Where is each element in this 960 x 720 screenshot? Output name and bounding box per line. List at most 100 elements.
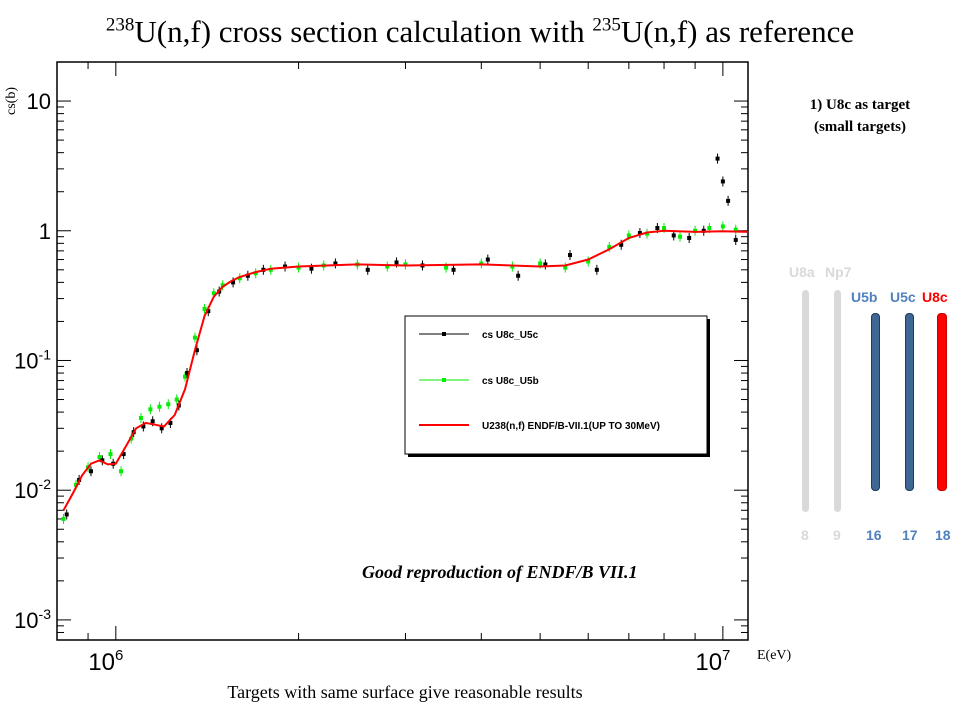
- y-tick-label: 10: [27, 89, 51, 114]
- data-point: [607, 244, 612, 249]
- legend-label: cs U8c_U5b: [482, 376, 539, 387]
- data-point: [166, 402, 171, 407]
- y-tick-label: 10-1: [14, 346, 51, 373]
- data-point: [283, 264, 288, 269]
- data-point: [645, 231, 650, 236]
- data-point: [720, 224, 725, 229]
- target-label-u8c: U8c: [922, 289, 948, 305]
- data-point: [543, 262, 548, 267]
- data-point: [726, 198, 731, 203]
- data-point: [619, 242, 624, 247]
- data-point: [138, 416, 143, 421]
- data-point: [150, 419, 155, 424]
- target-bar-np7: [834, 290, 841, 512]
- y-axis-label: cs(b): [4, 87, 19, 115]
- data-point: [720, 179, 725, 184]
- data-point: [444, 265, 449, 270]
- data-point: [707, 226, 712, 231]
- data-point: [119, 469, 124, 474]
- data-point: [74, 482, 79, 487]
- target-label-u5c: U5c: [890, 289, 916, 305]
- data-point: [206, 309, 211, 314]
- data-point: [157, 404, 162, 409]
- data-point: [108, 452, 113, 457]
- data-point: [586, 259, 591, 264]
- data-point: [693, 228, 698, 233]
- target-number-17: 17: [902, 527, 918, 543]
- data-point: [687, 235, 692, 240]
- data-point: [296, 265, 301, 270]
- data-point: [148, 407, 153, 412]
- data-point: [245, 273, 250, 278]
- data-point: [733, 227, 738, 232]
- data-point: [678, 234, 683, 239]
- data-point: [637, 231, 642, 236]
- plot-frame: [56, 61, 749, 641]
- data-point: [211, 291, 216, 296]
- data-point: [403, 262, 408, 267]
- data-point: [194, 348, 199, 353]
- data-point: [231, 280, 236, 285]
- data-point: [185, 371, 190, 376]
- target-label-u5b: U5b: [851, 289, 878, 305]
- data-point: [394, 260, 399, 265]
- data-point: [516, 273, 521, 278]
- target-number-18: 18: [935, 527, 951, 543]
- side-title-line2: (small targets): [813, 119, 907, 135]
- target-label-u8a: U8a: [789, 264, 815, 280]
- data-point: [451, 267, 456, 272]
- data-point: [141, 424, 146, 429]
- y-tick-label: 10-2: [14, 476, 51, 503]
- x-axis-label: E(eV): [757, 648, 792, 663]
- data-point: [64, 512, 69, 517]
- data-point: [568, 253, 573, 258]
- data-point: [733, 237, 738, 242]
- data-point: [662, 226, 667, 231]
- target-bar-u8a: [802, 290, 809, 512]
- chart-title: 238U(n,f) cross section calculation with…: [105, 14, 855, 49]
- data-point: [202, 306, 207, 311]
- data-point: [182, 374, 187, 379]
- data-point: [715, 156, 720, 161]
- legend-marker: [442, 378, 446, 382]
- data-point: [97, 455, 102, 460]
- x-tick-label: 106: [88, 647, 123, 676]
- data-point: [121, 452, 126, 457]
- target-bar-u5c: [905, 313, 914, 491]
- data-point: [168, 420, 173, 425]
- data-point: [333, 261, 338, 266]
- data-point: [100, 458, 105, 463]
- legend-label: cs U8c_U5c: [482, 330, 539, 341]
- legend-box: [404, 315, 708, 455]
- endf-line: [62, 229, 749, 511]
- footer-caption: Targets with same surface give reasonabl…: [227, 682, 583, 702]
- data-point: [538, 261, 543, 266]
- data-point: [563, 265, 568, 270]
- data-point: [510, 264, 515, 269]
- target-label-np7: Np7: [825, 264, 852, 280]
- legend-label: U238(n,f) ENDF/B-VII.1(UP TO 30MeV): [482, 421, 660, 432]
- data-point: [159, 426, 164, 431]
- data-point: [61, 516, 66, 521]
- data-point: [268, 267, 273, 272]
- data-point: [485, 257, 490, 262]
- y-tick-label: 1: [39, 219, 51, 244]
- side-title-line1: 1) U8c as target: [809, 97, 911, 113]
- legend-marker: [442, 332, 446, 336]
- target-bar-u8c: [937, 313, 947, 491]
- data-point: [655, 226, 660, 231]
- data-point: [237, 276, 242, 281]
- data-point: [192, 335, 197, 340]
- data-point: [365, 267, 370, 272]
- target-bar-u5b: [871, 313, 880, 491]
- data-point: [220, 283, 225, 288]
- side-panel-title: 1) U8c as target (small targets): [760, 94, 960, 138]
- target-number-8: 8: [801, 527, 809, 543]
- target-number-9: 9: [833, 527, 841, 543]
- target-number-16: 16: [866, 527, 882, 543]
- data-point: [385, 264, 390, 269]
- data-point: [174, 397, 179, 402]
- data-point: [88, 469, 93, 474]
- data-point: [253, 271, 258, 276]
